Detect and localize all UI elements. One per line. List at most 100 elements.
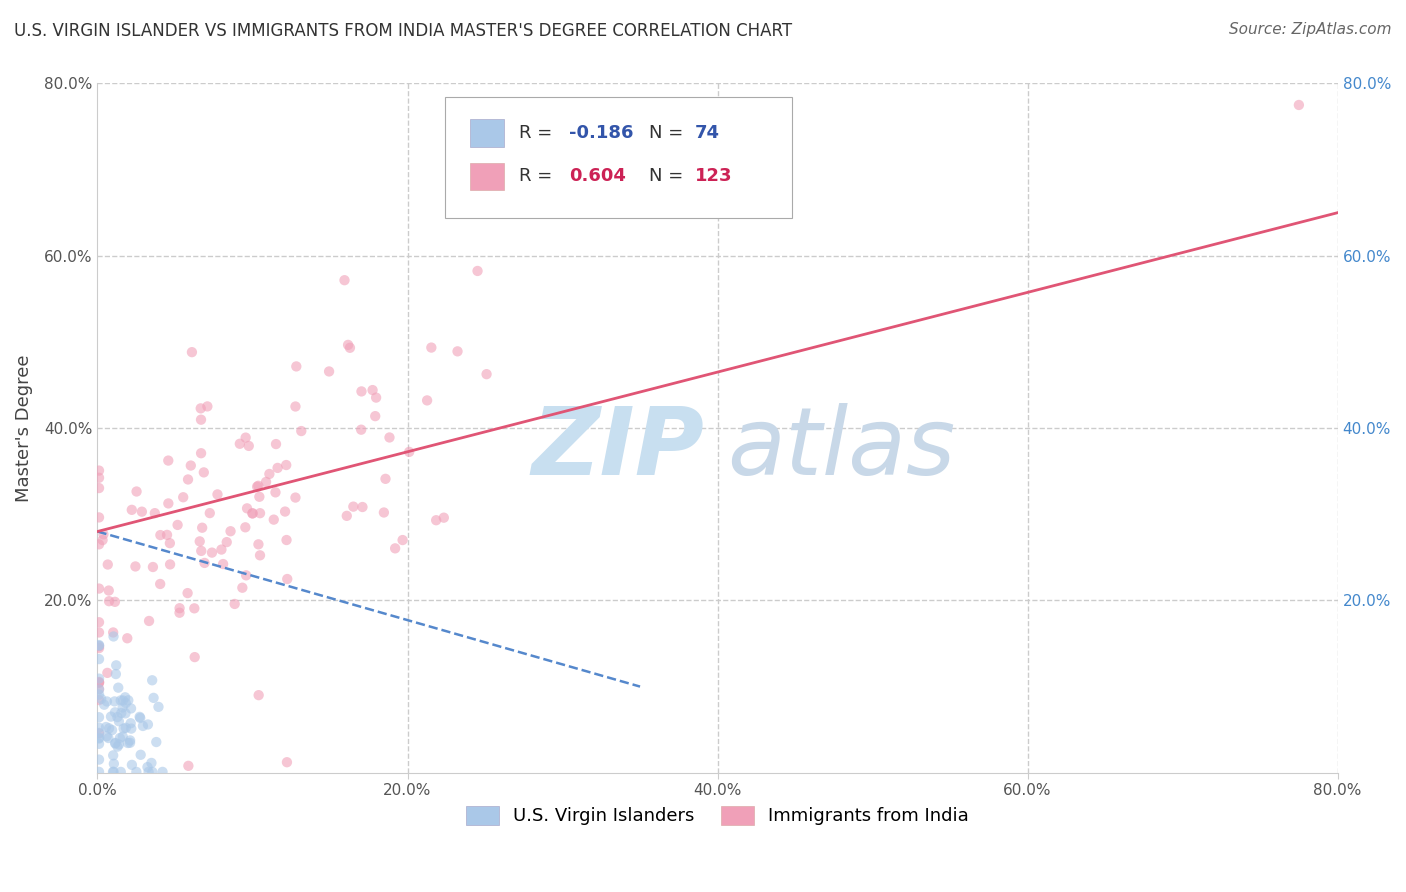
Point — [339, 341, 361, 355]
Point — [114, 706, 136, 721]
Point — [215, 535, 238, 549]
Point — [129, 747, 152, 762]
Point — [276, 572, 298, 586]
Point — [136, 760, 159, 774]
Point — [103, 756, 125, 771]
Point — [110, 706, 132, 720]
Point — [87, 639, 110, 653]
Point — [342, 500, 364, 514]
Point — [87, 731, 110, 745]
Point — [124, 559, 146, 574]
Point — [141, 673, 163, 688]
Point — [87, 726, 110, 740]
Point — [138, 614, 160, 628]
Point — [433, 510, 456, 524]
Point — [249, 549, 271, 563]
Point — [183, 601, 205, 615]
Point — [87, 693, 110, 707]
Point — [91, 533, 114, 547]
Point — [247, 490, 270, 504]
Point — [87, 710, 110, 724]
Y-axis label: Master's Degree: Master's Degree — [15, 354, 32, 502]
Point — [276, 756, 298, 770]
Point — [104, 706, 127, 720]
Point — [425, 513, 447, 527]
Point — [169, 601, 191, 615]
Text: N =: N = — [650, 168, 689, 186]
Point — [333, 273, 356, 287]
Text: N =: N = — [650, 124, 689, 142]
Text: 123: 123 — [695, 168, 733, 186]
Point — [249, 506, 271, 520]
FancyBboxPatch shape — [470, 162, 505, 190]
Point — [224, 597, 246, 611]
Point — [149, 528, 172, 542]
Point — [101, 723, 124, 737]
Point — [148, 699, 170, 714]
Point — [141, 764, 163, 779]
Point — [176, 586, 198, 600]
Point — [233, 520, 256, 534]
Point — [378, 430, 401, 444]
Point — [364, 409, 387, 424]
Point — [87, 537, 110, 551]
Point — [191, 521, 214, 535]
Point — [366, 391, 388, 405]
Point — [87, 688, 110, 702]
Text: ZIP: ZIP — [531, 403, 704, 495]
Point — [247, 537, 270, 551]
Point — [284, 491, 307, 505]
Point — [284, 400, 307, 414]
Point — [259, 467, 281, 481]
Point — [110, 764, 132, 779]
Point — [190, 401, 212, 416]
Point — [121, 503, 143, 517]
Point — [117, 632, 139, 646]
Point — [120, 733, 142, 747]
Point — [193, 556, 215, 570]
Point — [264, 485, 287, 500]
Point — [93, 698, 115, 712]
Point — [1288, 98, 1310, 112]
Point — [87, 510, 110, 524]
Point — [125, 484, 148, 499]
Point — [149, 577, 172, 591]
Point — [285, 359, 308, 374]
Point — [159, 536, 181, 550]
Point — [87, 582, 110, 596]
Point — [209, 542, 232, 557]
Point — [87, 682, 110, 697]
Point — [274, 504, 297, 518]
Point — [157, 453, 180, 467]
Point — [398, 445, 420, 459]
Point — [236, 501, 259, 516]
Point — [87, 764, 110, 779]
Point — [125, 764, 148, 779]
Point — [152, 764, 174, 779]
Text: Source: ZipAtlas.com: Source: ZipAtlas.com — [1229, 22, 1392, 37]
Point — [242, 506, 264, 520]
Point — [373, 506, 395, 520]
Point — [276, 458, 298, 472]
Point — [207, 487, 229, 501]
Text: R =: R = — [519, 124, 558, 142]
Text: U.S. VIRGIN ISLANDER VS IMMIGRANTS FROM INDIA MASTER'S DEGREE CORRELATION CHART: U.S. VIRGIN ISLANDER VS IMMIGRANTS FROM … — [14, 22, 792, 40]
Point — [104, 736, 127, 750]
Point — [374, 472, 396, 486]
Point — [110, 693, 132, 707]
FancyBboxPatch shape — [444, 97, 792, 218]
Point — [112, 693, 135, 707]
Point — [128, 710, 150, 724]
Point — [352, 500, 374, 514]
Point — [114, 690, 136, 705]
Text: -0.186: -0.186 — [569, 124, 633, 142]
Point — [120, 716, 142, 731]
Point — [87, 726, 110, 740]
Point — [143, 506, 166, 520]
Point — [87, 481, 110, 495]
Point — [107, 739, 129, 754]
Point — [100, 709, 122, 723]
Point — [157, 496, 180, 510]
Point — [391, 533, 413, 547]
Point — [180, 345, 202, 359]
